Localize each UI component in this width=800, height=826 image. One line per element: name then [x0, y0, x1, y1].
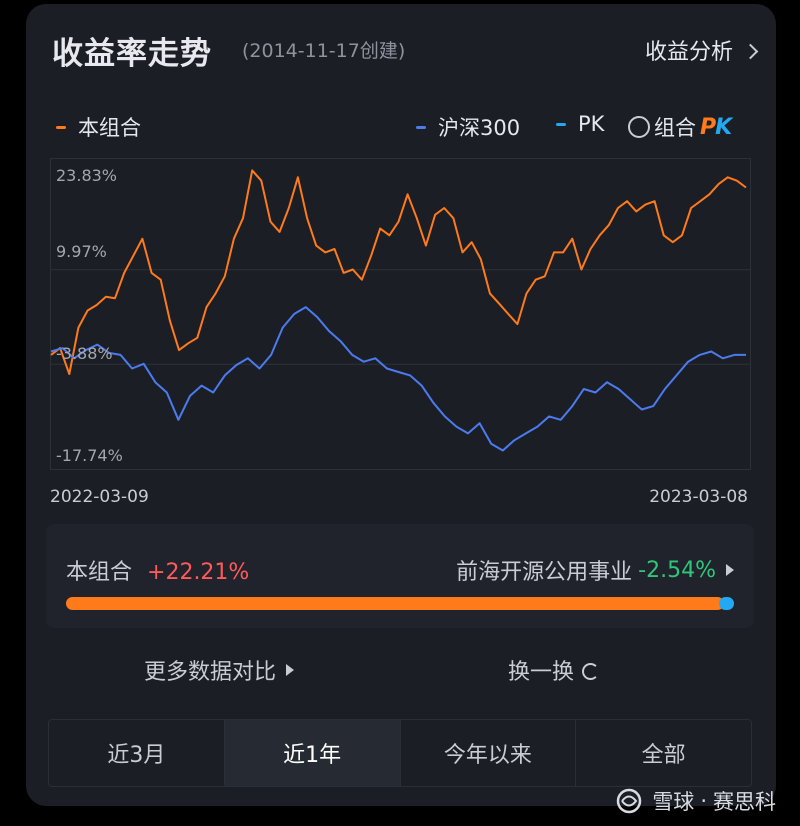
legend-pk[interactable]: PK	[556, 112, 604, 136]
pk-portfolio-value: +22.21%	[147, 560, 250, 585]
watermark-separator: ·	[700, 789, 707, 813]
chevron-right-icon	[742, 43, 759, 60]
analysis-link[interactable]: 收益分析	[644, 34, 759, 66]
page-title: 收益率走势	[52, 36, 212, 72]
legend-pk-label: PK	[578, 112, 605, 136]
performance-card	[26, 4, 776, 806]
tab-3-months[interactable]: 近3月	[49, 720, 225, 786]
legend-benchmark-label: 沪深300	[438, 116, 521, 140]
legend-benchmark-swatch	[416, 125, 426, 129]
more-compare-label: 更多数据对比	[144, 660, 277, 685]
y-tick-label: 9.97%	[56, 242, 107, 261]
return-chart[interactable]: 23.83% 9.97% -3.88% -17.74%	[50, 158, 751, 470]
pk-bar-portfolio	[66, 597, 724, 610]
chart-frame	[50, 158, 751, 470]
watermark-author: 赛思科	[713, 790, 776, 814]
switch-button[interactable]: 换一换	[508, 654, 600, 686]
watermark-brand: 雪球	[652, 790, 695, 814]
pk-comparison[interactable]: 本组合 +22.21% 前海开源公用事业 -2.54%	[46, 524, 754, 628]
legend-pk-swatch	[556, 122, 566, 126]
legend-portfolio[interactable]: 本组合	[56, 112, 141, 142]
y-tick-label: -3.88%	[56, 344, 113, 363]
action-row: 更多数据对比 换一换	[46, 650, 754, 690]
legend-portfolio-label: 本组合	[78, 116, 141, 140]
legend-portfolio-swatch	[56, 125, 66, 129]
legend-benchmark[interactable]: 沪深300	[416, 112, 520, 142]
period-tabs: 近3月 近1年 今年以来 全部	[48, 719, 752, 787]
portfolio-series-line	[50, 169, 747, 375]
pk-portfolio-label: 本组合	[66, 560, 133, 585]
x-start-label: 2022-03-09	[50, 487, 149, 507]
chart-series	[50, 169, 747, 452]
chart-legend: 本组合 沪深300 PK 组合 PK	[56, 112, 756, 142]
header: 收益率走势 (2014-11-17创建) 收益分析	[52, 28, 759, 72]
pk-portfolio-toggle[interactable]: 组合 PK	[628, 112, 732, 142]
pk-row: 本组合 +22.21% 前海开源公用事业 -2.54%	[66, 554, 734, 585]
more-compare-button[interactable]: 更多数据对比	[144, 654, 295, 686]
x-end-label: 2023-03-08	[649, 487, 748, 507]
return-chart-svg	[50, 158, 751, 470]
y-tick-label: -17.74%	[56, 446, 123, 465]
switch-label: 换一换	[508, 660, 575, 685]
triangle-right-icon	[286, 664, 295, 676]
watermark: 雪球 · 赛思科	[614, 786, 776, 816]
benchmark-series-line	[50, 306, 746, 452]
tab-1-year[interactable]: 近1年	[224, 720, 401, 786]
pk-fund-value: -2.54%	[638, 557, 716, 583]
pk-logo: PK	[700, 114, 732, 140]
y-tick-label: 23.83%	[56, 166, 118, 185]
triangle-right-icon	[726, 564, 734, 576]
creation-date: (2014-11-17创建)	[242, 40, 406, 62]
tab-year-to-date[interactable]: 今年以来	[401, 720, 577, 786]
pk-portfolio: 本组合 +22.21%	[66, 554, 249, 586]
chart-grid	[50, 158, 751, 470]
radio-icon[interactable]	[628, 116, 650, 138]
pk-bar-fund	[718, 597, 734, 610]
pk-option-label: 组合	[654, 116, 696, 140]
pk-ratio-bar	[66, 597, 734, 610]
tab-all[interactable]: 全部	[641, 743, 686, 768]
snowball-logo-icon	[617, 788, 642, 814]
pk-fund[interactable]: 前海开源公用事业 -2.54%	[456, 554, 734, 586]
analysis-link-label: 收益分析	[644, 40, 733, 65]
refresh-icon	[582, 662, 600, 680]
pk-fund-label: 前海开源公用事业	[456, 560, 633, 585]
